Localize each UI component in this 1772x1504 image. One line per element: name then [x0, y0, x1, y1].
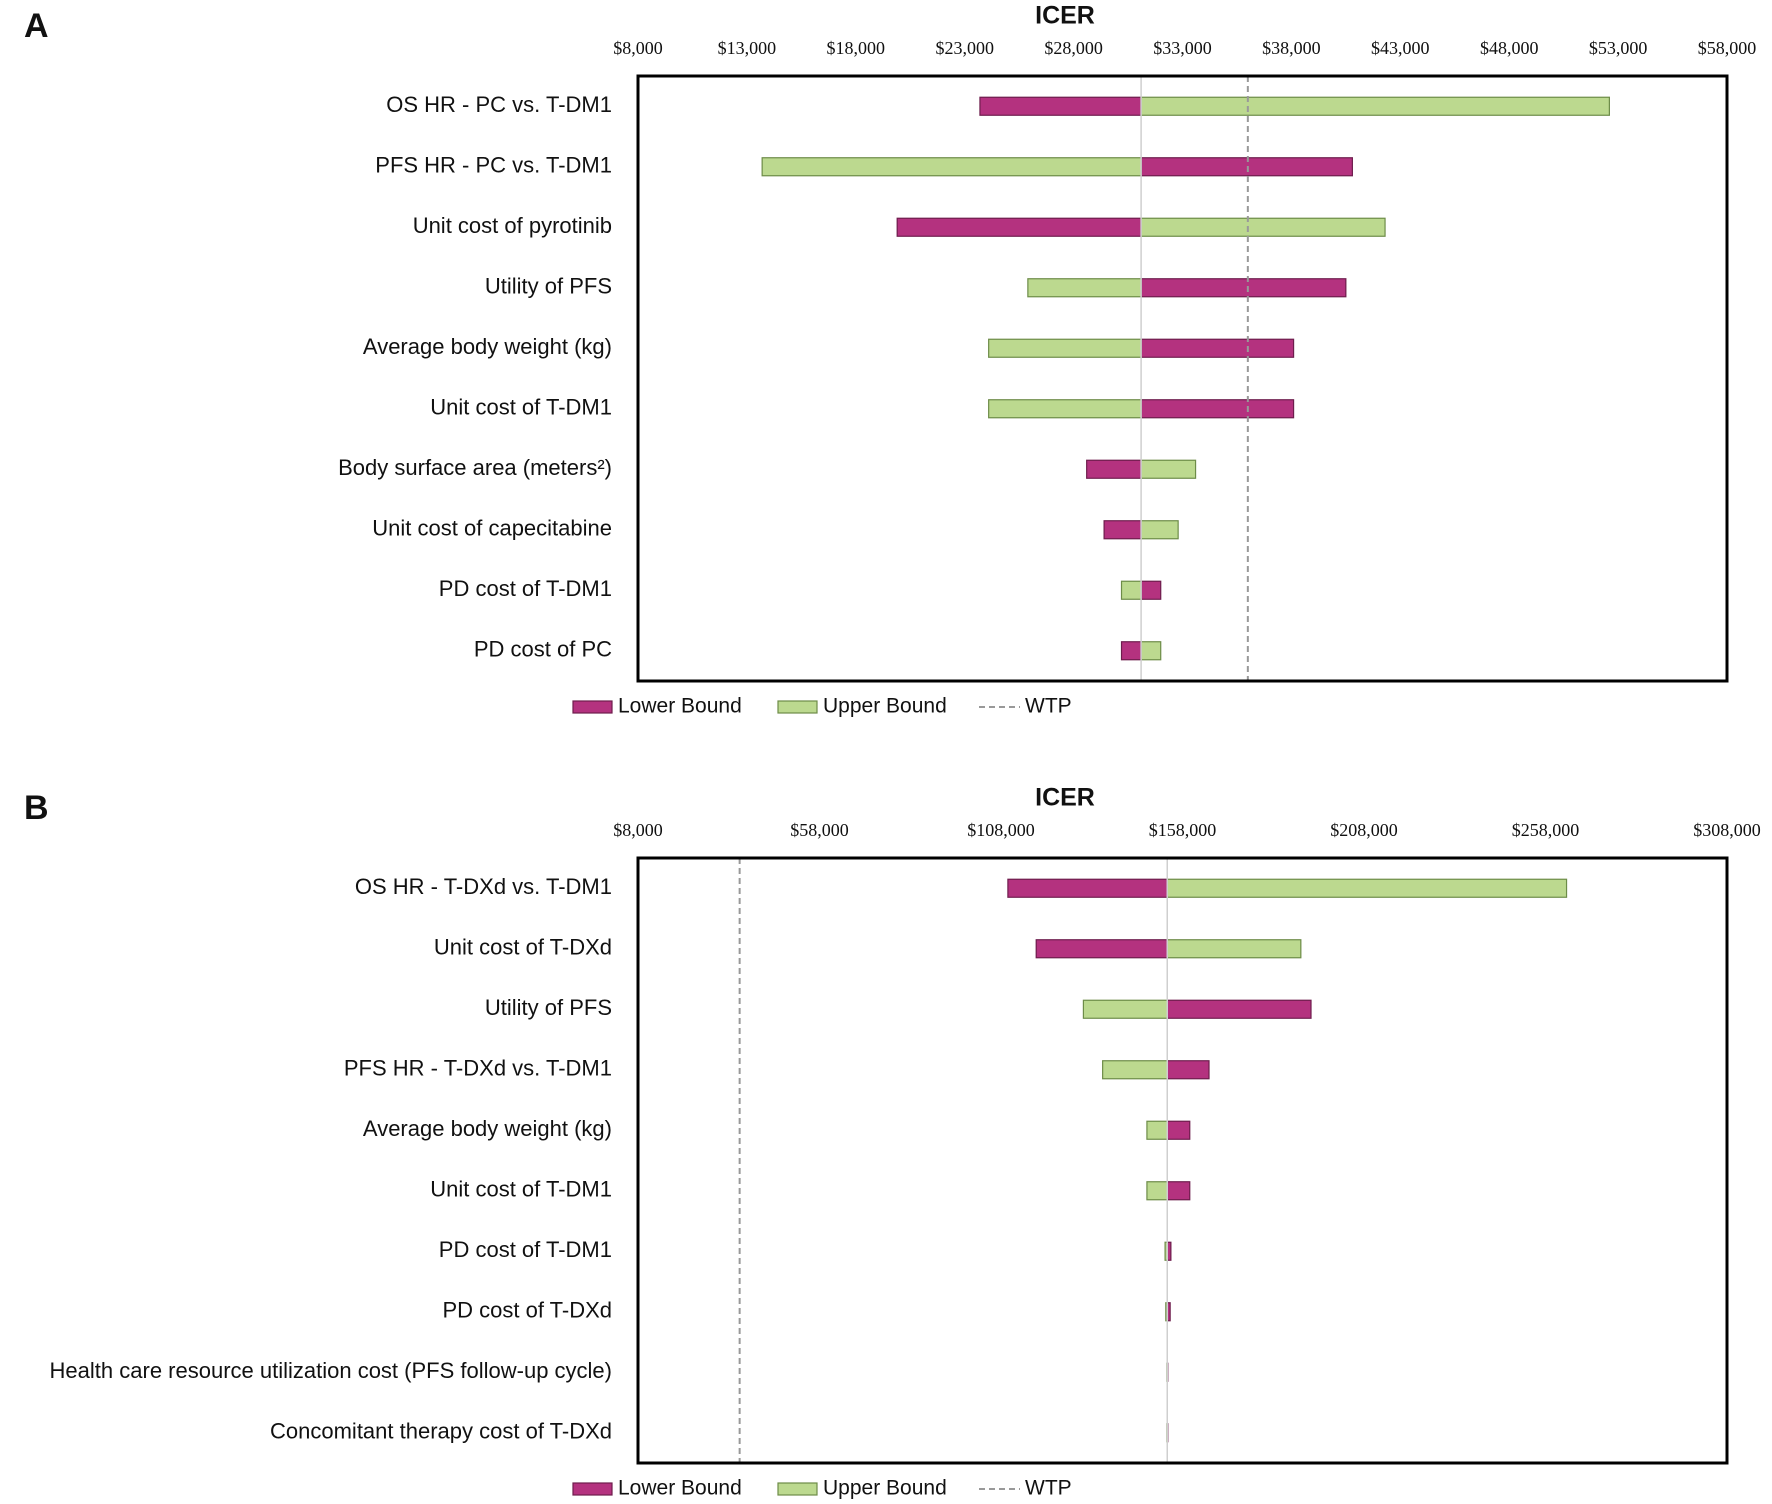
- category-label: PFS HR - PC vs. T-DM1: [375, 153, 612, 178]
- x-tick-label: $23,000: [935, 38, 994, 58]
- bar: [1102, 1060, 1168, 1080]
- legend-swatch: [572, 700, 613, 714]
- bar: [1103, 520, 1142, 540]
- category-label: PFS HR - T-DXd vs. T-DM1: [344, 1056, 612, 1081]
- category-label: Concomitant therapy cost of T-DXd: [270, 1419, 612, 1444]
- legend-label: WTP: [1025, 695, 1072, 718]
- category-label: Average body weight (kg): [363, 1116, 612, 1141]
- legend-label: Upper Bound: [823, 1477, 947, 1500]
- bar: [1140, 580, 1162, 600]
- category-label: Unit cost of T-DXd: [434, 935, 612, 960]
- bar: [1140, 399, 1295, 419]
- x-tick-label: $58,000: [1698, 38, 1757, 58]
- bar: [761, 157, 1142, 177]
- bar: [1027, 278, 1142, 298]
- category-label: PD cost of T-DXd: [442, 1298, 612, 1323]
- legend-swatch: [572, 1482, 613, 1496]
- bar: [1166, 999, 1312, 1019]
- category-label: Unit cost of pyrotinib: [413, 213, 612, 238]
- bar: [1166, 939, 1302, 959]
- bar: [1082, 999, 1168, 1019]
- axis-title: ICER: [1035, 784, 1095, 812]
- bar: [1140, 459, 1197, 479]
- plot-frame: [636, 74, 1729, 683]
- category-label: PD cost of PC: [474, 637, 612, 662]
- category-label: PD cost of T-DM1: [439, 1237, 612, 1262]
- bar: [1120, 641, 1142, 661]
- x-tick-label: $258,000: [1512, 820, 1580, 840]
- bar: [988, 399, 1142, 419]
- bar: [1140, 217, 1386, 237]
- legend-label: Upper Bound: [823, 695, 947, 718]
- x-tick-label: $38,000: [1262, 38, 1321, 58]
- x-tick-label: $8,000: [613, 38, 663, 58]
- axis-title: ICER: [1035, 2, 1095, 30]
- plot-frame: [636, 856, 1729, 1465]
- bar: [1140, 338, 1295, 358]
- category-label: OS HR - PC vs. T-DM1: [386, 92, 612, 117]
- x-tick-label: $28,000: [1044, 38, 1103, 58]
- x-tick-label: $158,000: [1149, 820, 1217, 840]
- bar: [1166, 1181, 1191, 1201]
- panel-label: B: [24, 789, 49, 827]
- bar: [1140, 520, 1179, 540]
- legend-swatch: [777, 1482, 818, 1496]
- legend-label: Lower Bound: [618, 695, 742, 718]
- category-label: Unit cost of capecitabine: [372, 516, 612, 541]
- x-tick-label: $58,000: [790, 820, 849, 840]
- bar: [1146, 1120, 1168, 1140]
- bar: [1035, 939, 1168, 959]
- x-tick-label: $53,000: [1589, 38, 1648, 58]
- x-tick-label: $33,000: [1153, 38, 1212, 58]
- bar: [1140, 641, 1162, 661]
- x-tick-label: $108,000: [967, 820, 1035, 840]
- x-tick-label: $8,000: [613, 820, 663, 840]
- legend-label: WTP: [1025, 1477, 1072, 1500]
- x-tick-label: $48,000: [1480, 38, 1539, 58]
- panel-label: A: [24, 7, 49, 45]
- category-label: Average body weight (kg): [363, 334, 612, 359]
- bar: [988, 338, 1142, 358]
- bar: [1086, 459, 1142, 479]
- category-label: Body surface area (meters²): [338, 455, 612, 480]
- bar: [1140, 157, 1353, 177]
- legend-label: Lower Bound: [618, 1477, 742, 1500]
- bar: [1120, 580, 1142, 600]
- x-tick-label: $43,000: [1371, 38, 1430, 58]
- bar: [979, 96, 1142, 116]
- bar: [1166, 1060, 1210, 1080]
- category-label: Unit cost of T-DM1: [430, 1177, 612, 1202]
- bar: [1146, 1181, 1168, 1201]
- x-tick-label: $208,000: [1330, 820, 1398, 840]
- category-label: OS HR - T-DXd vs. T-DM1: [355, 874, 612, 899]
- x-tick-label: $18,000: [827, 38, 886, 58]
- bar: [1140, 278, 1347, 298]
- category-label: Utility of PFS: [485, 995, 612, 1020]
- category-label: Unit cost of T-DM1: [430, 395, 612, 420]
- x-tick-label: $308,000: [1693, 820, 1761, 840]
- bar: [1166, 1120, 1191, 1140]
- category-label: PD cost of T-DM1: [439, 576, 612, 601]
- bar: [1007, 878, 1168, 898]
- category-label: Utility of PFS: [485, 274, 612, 299]
- legend-swatch: [777, 700, 818, 714]
- bar: [896, 217, 1142, 237]
- bar: [1166, 878, 1568, 898]
- category-label: Health care resource utilization cost (P…: [50, 1358, 612, 1383]
- bar: [1140, 96, 1610, 116]
- x-tick-label: $13,000: [718, 38, 777, 58]
